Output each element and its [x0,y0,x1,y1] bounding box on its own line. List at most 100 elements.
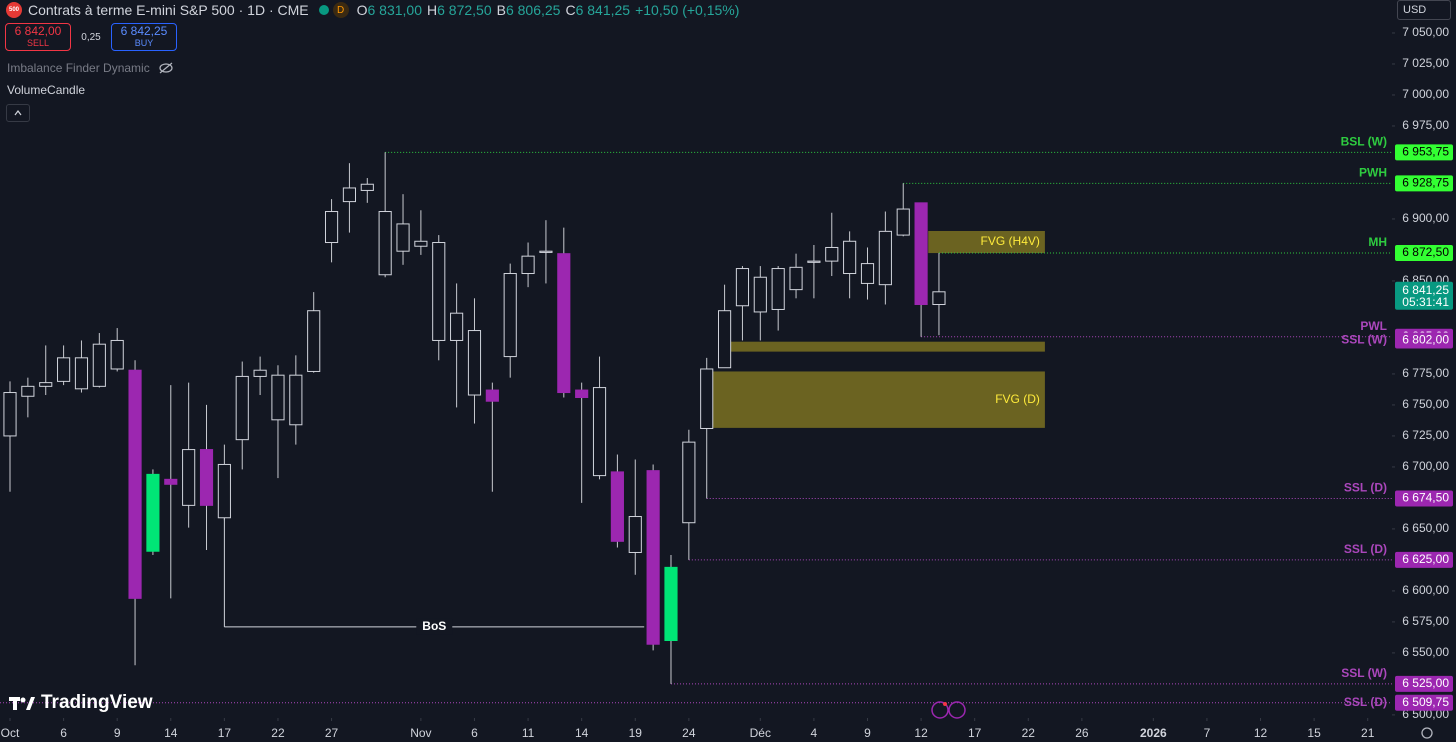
candle-body [92,343,106,387]
indicator-name: Imbalance Finder Dynamic [7,61,150,75]
level-name: BSL (W) [1341,134,1387,148]
x-tick-label: 14 [164,726,178,740]
candle-body [610,471,624,542]
candle-body [199,449,214,506]
candle-body [128,369,142,599]
axes: 7 050,00 7 025,00 7 000,00 6 975,00 6 900,00… [1,25,1453,740]
level-name: SSL (W) [1341,666,1387,680]
ohlc-key: H [427,2,438,18]
collapse-button[interactable] [6,104,30,122]
sell-button[interactable]: 6 842,00 SELL [5,23,71,51]
y-tick-label: 6 650,00 [1402,521,1449,535]
indicator[interactable]: Imbalance Finder Dynamic [7,61,174,75]
candle-body [21,385,35,397]
price-box-label: 6 953,75 [1402,144,1449,158]
candle-body [878,230,892,286]
candle-body [396,223,410,252]
candle-body [557,253,571,394]
x-tick-label: 21 [1361,726,1375,740]
x-tick-label: 6 [471,726,478,740]
y-tick-label: 7 025,00 [1402,56,1449,70]
level-name: SSL (D) [1344,481,1387,495]
symbol[interactable]: Contrats à terme E-mini S&P 500 · 1D · C… [28,2,309,18]
x-tick-label: 9 [114,726,121,740]
candle-body [932,291,946,306]
x-tick-label: 19 [629,726,643,740]
price-box [1395,551,1453,568]
replay-icon[interactable] [948,701,966,719]
header: 500 Contrats à terme E-mini S&P 500 · 1D… [0,0,744,20]
sell-label: SELL [26,38,50,48]
logo: 500 [6,2,22,18]
level-name: SSL (D) [1344,695,1387,709]
price-box-label: 6 802,00 [1402,333,1449,347]
currency[interactable]: USD [1397,0,1451,20]
brand-name: TradingView [41,692,153,713]
zones: FVG (H4V) FVG (D) [706,230,1045,428]
candle-body [57,357,71,382]
candle-body [914,202,928,306]
x-tick-label: Nov [410,726,431,740]
x-tick-label: Déc [750,726,771,740]
y-tick-label: 6 750,00 [1402,397,1449,411]
price-box-label: 6 509,75 [1402,695,1449,709]
x-tick-label: 6 [60,726,67,740]
indicator[interactable]: VolumeCandle [7,83,85,97]
fvg-label: FVG (H4V) [981,234,1040,248]
ohlc-change: +10,50 (+0,15%) [635,2,740,18]
candle-body [235,375,249,441]
x-tick-label: 7 [1204,726,1211,740]
x-tick-label: Oct [1,726,20,740]
alert-dot [943,702,947,706]
candle-body [753,276,767,313]
candle-body [253,369,267,377]
status-dot [318,5,329,15]
x-tick-label: 9 [864,726,871,740]
candle-body [485,389,499,402]
price-box [1395,675,1453,692]
price-box-label: 6 928,75 [1402,175,1449,189]
candle-body [807,260,821,263]
x-tick-label: 24 [682,726,696,740]
x-tick-label: 22 [1022,726,1036,740]
alert-icon[interactable] [931,701,949,719]
hidden-icon[interactable] [158,61,174,75]
candle-body [700,368,714,429]
brand: TradingView [9,692,153,714]
fvg-zone [928,230,1045,254]
settings-icon[interactable] [1421,727,1433,739]
level-name: PWH [1359,165,1387,179]
candle-body [718,310,732,369]
x-tick-label: 12 [914,726,928,740]
x-tick-label: 26 [1075,726,1089,740]
price-box [1395,490,1453,507]
ohlc-value: 6 841,25 [575,2,631,18]
chevron [14,110,22,116]
candle-body [217,463,231,519]
candle-body [628,516,642,553]
price-box-label: 6 525,00 [1402,676,1449,690]
candle-body [735,268,750,307]
candle-body [182,449,196,506]
candle-body [110,339,124,370]
x-tick-label: 17 [218,726,232,740]
ohlc-key: B [496,2,506,18]
price-box [1395,245,1453,262]
ohlc-value: 6 872,50 [437,2,492,18]
x-tick-label: 2026 [1140,726,1167,740]
candle-body [271,374,285,421]
candle-body [342,187,357,203]
indicator-name: VolumeCandle [7,83,86,97]
price-box [1395,144,1453,161]
candle-body [467,330,482,396]
buy-button[interactable]: 6 842,25 BUY [111,23,177,51]
current-price-label: 6 841,25 [1402,283,1449,297]
y-tick-label: 6 725,00 [1402,428,1449,442]
y-tick-label: 6 575,00 [1402,614,1449,628]
sell-price: 6 842,00 [14,24,62,38]
price-box-label: 6 625,00 [1402,552,1449,566]
x-tick-label: 12 [1254,726,1268,740]
candle-body [843,240,857,275]
